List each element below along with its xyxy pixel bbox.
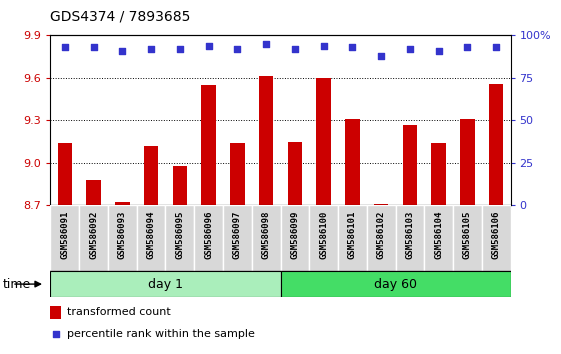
Bar bbox=[144, 146, 158, 205]
Point bbox=[291, 46, 300, 52]
Bar bbox=[230, 143, 245, 205]
Bar bbox=[453, 205, 482, 271]
Point bbox=[434, 48, 443, 53]
Bar bbox=[396, 205, 424, 271]
Bar bbox=[108, 205, 137, 271]
Text: GSM586091: GSM586091 bbox=[61, 211, 70, 259]
Point bbox=[61, 45, 70, 50]
Bar bbox=[288, 142, 302, 205]
Text: GSM586094: GSM586094 bbox=[146, 211, 155, 259]
Bar bbox=[173, 166, 187, 205]
Text: GSM586098: GSM586098 bbox=[261, 211, 270, 259]
Bar bbox=[259, 76, 273, 205]
Bar bbox=[482, 205, 511, 271]
Bar bbox=[252, 205, 280, 271]
Bar bbox=[374, 204, 388, 205]
Bar bbox=[115, 202, 130, 205]
Bar bbox=[345, 119, 360, 205]
Text: GSM586096: GSM586096 bbox=[204, 211, 213, 259]
Bar bbox=[201, 85, 216, 205]
Bar bbox=[316, 78, 331, 205]
Point bbox=[261, 41, 270, 47]
Text: GSM586093: GSM586093 bbox=[118, 211, 127, 259]
Bar bbox=[431, 143, 446, 205]
Text: GSM586102: GSM586102 bbox=[376, 211, 385, 259]
Text: GDS4374 / 7893685: GDS4374 / 7893685 bbox=[50, 9, 191, 23]
Bar bbox=[137, 205, 165, 271]
Text: time: time bbox=[3, 278, 31, 291]
Point bbox=[463, 45, 472, 50]
Bar bbox=[338, 205, 367, 271]
Bar bbox=[489, 84, 503, 205]
Bar bbox=[367, 205, 396, 271]
Point bbox=[89, 45, 98, 50]
Text: percentile rank within the sample: percentile rank within the sample bbox=[67, 329, 255, 339]
Text: day 60: day 60 bbox=[374, 278, 417, 291]
Bar bbox=[280, 205, 309, 271]
Text: day 1: day 1 bbox=[148, 278, 183, 291]
Bar bbox=[50, 271, 280, 297]
Text: transformed count: transformed count bbox=[67, 307, 171, 318]
Text: GSM586106: GSM586106 bbox=[491, 211, 500, 259]
Text: GSM586105: GSM586105 bbox=[463, 211, 472, 259]
Point bbox=[51, 331, 60, 337]
Text: GSM586103: GSM586103 bbox=[406, 211, 415, 259]
Bar bbox=[79, 205, 108, 271]
Bar bbox=[460, 119, 475, 205]
Bar bbox=[50, 306, 61, 319]
Text: GSM586097: GSM586097 bbox=[233, 211, 242, 259]
Bar bbox=[86, 180, 101, 205]
Point bbox=[348, 45, 357, 50]
Bar bbox=[280, 271, 511, 297]
Text: GSM586101: GSM586101 bbox=[348, 211, 357, 259]
Point bbox=[376, 53, 385, 59]
Bar bbox=[403, 125, 417, 205]
Point bbox=[176, 46, 185, 52]
Point bbox=[319, 43, 328, 48]
Point bbox=[406, 46, 415, 52]
Point bbox=[118, 48, 127, 53]
Bar bbox=[165, 205, 194, 271]
Text: GSM586099: GSM586099 bbox=[291, 211, 300, 259]
Text: GSM586095: GSM586095 bbox=[176, 211, 185, 259]
Point bbox=[491, 45, 500, 50]
Text: GSM586104: GSM586104 bbox=[434, 211, 443, 259]
Text: GSM586100: GSM586100 bbox=[319, 211, 328, 259]
Point bbox=[146, 46, 155, 52]
Bar bbox=[194, 205, 223, 271]
Bar bbox=[424, 205, 453, 271]
Bar bbox=[50, 205, 79, 271]
Bar bbox=[309, 205, 338, 271]
Point bbox=[233, 46, 242, 52]
Point bbox=[204, 43, 213, 48]
Bar bbox=[58, 143, 72, 205]
Bar bbox=[223, 205, 252, 271]
Text: GSM586092: GSM586092 bbox=[89, 211, 98, 259]
